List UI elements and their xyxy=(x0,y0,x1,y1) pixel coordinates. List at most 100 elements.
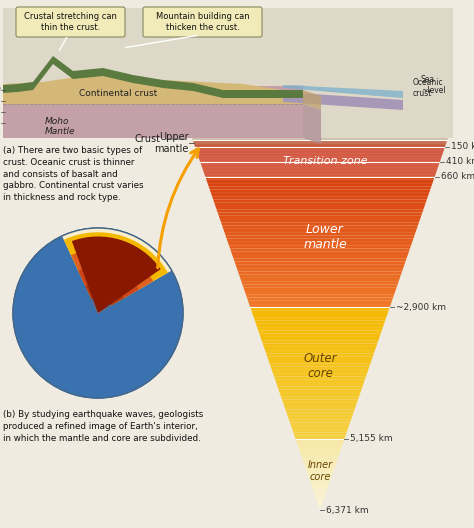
Polygon shape xyxy=(304,464,336,466)
Polygon shape xyxy=(210,190,430,193)
Polygon shape xyxy=(230,249,410,252)
Circle shape xyxy=(34,249,162,377)
Polygon shape xyxy=(300,451,340,453)
Polygon shape xyxy=(240,278,400,281)
Polygon shape xyxy=(306,469,334,471)
Polygon shape xyxy=(296,441,344,442)
Text: 410 km: 410 km xyxy=(446,157,474,166)
Polygon shape xyxy=(205,175,435,176)
Polygon shape xyxy=(289,419,351,422)
Text: (a) There are two basic types of
crust. Oceanic crust is thinner
and consists of: (a) There are two basic types of crust. … xyxy=(3,146,144,202)
Polygon shape xyxy=(246,294,394,297)
Text: Continental crust: Continental crust xyxy=(79,90,157,99)
Polygon shape xyxy=(315,494,326,496)
Polygon shape xyxy=(255,320,385,324)
Polygon shape xyxy=(311,485,328,487)
Polygon shape xyxy=(206,180,434,183)
Polygon shape xyxy=(200,161,440,162)
Polygon shape xyxy=(233,258,407,261)
Polygon shape xyxy=(298,446,342,448)
Circle shape xyxy=(68,283,128,343)
Polygon shape xyxy=(305,466,335,467)
Text: Outer
core: Outer core xyxy=(303,352,337,380)
Wedge shape xyxy=(91,298,111,313)
Polygon shape xyxy=(281,396,359,400)
FancyBboxPatch shape xyxy=(143,7,262,37)
Polygon shape xyxy=(259,334,381,337)
Polygon shape xyxy=(231,252,409,255)
Polygon shape xyxy=(249,304,391,307)
Polygon shape xyxy=(299,448,341,450)
Polygon shape xyxy=(273,373,367,376)
Polygon shape xyxy=(244,288,396,291)
Polygon shape xyxy=(264,347,376,350)
Polygon shape xyxy=(316,497,324,499)
Polygon shape xyxy=(203,171,437,172)
Polygon shape xyxy=(202,167,438,168)
Polygon shape xyxy=(194,145,446,146)
Polygon shape xyxy=(277,386,363,390)
Polygon shape xyxy=(271,366,369,370)
Polygon shape xyxy=(292,429,348,432)
Polygon shape xyxy=(282,400,358,403)
Bar xyxy=(3,8,453,138)
Polygon shape xyxy=(314,492,326,494)
Polygon shape xyxy=(313,489,328,491)
Polygon shape xyxy=(193,141,447,142)
Polygon shape xyxy=(200,159,441,160)
Polygon shape xyxy=(303,462,337,464)
Wedge shape xyxy=(64,232,168,313)
Wedge shape xyxy=(85,283,124,313)
Polygon shape xyxy=(209,186,431,190)
Polygon shape xyxy=(290,422,350,426)
Wedge shape xyxy=(71,249,153,313)
Polygon shape xyxy=(301,453,339,455)
Polygon shape xyxy=(256,324,384,327)
Polygon shape xyxy=(204,172,436,173)
Polygon shape xyxy=(199,157,441,158)
Polygon shape xyxy=(299,450,341,451)
Polygon shape xyxy=(313,491,327,492)
Polygon shape xyxy=(291,426,349,429)
Polygon shape xyxy=(201,164,439,165)
Polygon shape xyxy=(308,475,332,476)
Polygon shape xyxy=(242,285,398,288)
Polygon shape xyxy=(311,483,329,485)
Polygon shape xyxy=(219,216,421,219)
Polygon shape xyxy=(238,271,402,275)
Polygon shape xyxy=(248,301,392,304)
Polygon shape xyxy=(283,85,403,98)
Polygon shape xyxy=(197,152,443,153)
Polygon shape xyxy=(218,212,422,216)
Polygon shape xyxy=(285,409,355,413)
Polygon shape xyxy=(223,229,417,232)
Text: 660 km: 660 km xyxy=(441,172,474,181)
Text: Transition zone: Transition zone xyxy=(283,156,367,166)
Polygon shape xyxy=(208,183,432,186)
Wedge shape xyxy=(62,228,172,313)
Polygon shape xyxy=(274,376,366,380)
Polygon shape xyxy=(253,314,387,317)
Polygon shape xyxy=(272,370,368,373)
Polygon shape xyxy=(217,209,423,212)
Polygon shape xyxy=(276,383,364,386)
Polygon shape xyxy=(283,85,403,98)
Polygon shape xyxy=(199,158,441,159)
Polygon shape xyxy=(239,275,401,278)
Text: Lower
mantle: Lower mantle xyxy=(303,223,347,251)
Wedge shape xyxy=(78,266,138,313)
Text: Oceanic
crust: Oceanic crust xyxy=(413,78,444,98)
Polygon shape xyxy=(195,147,445,148)
Polygon shape xyxy=(203,170,437,171)
Polygon shape xyxy=(318,505,322,506)
Polygon shape xyxy=(229,245,411,249)
Polygon shape xyxy=(221,222,419,225)
Polygon shape xyxy=(196,148,445,149)
Polygon shape xyxy=(193,140,447,141)
Polygon shape xyxy=(197,153,443,154)
Wedge shape xyxy=(72,237,161,313)
Polygon shape xyxy=(316,499,324,501)
Polygon shape xyxy=(235,261,405,265)
Polygon shape xyxy=(319,508,320,510)
Polygon shape xyxy=(301,455,339,457)
